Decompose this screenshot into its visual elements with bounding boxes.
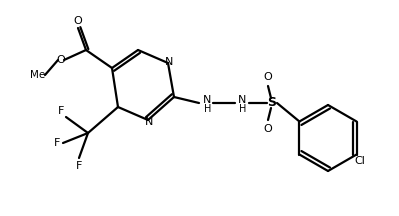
Text: S: S [267, 97, 277, 110]
Text: Me: Me [30, 70, 45, 80]
Text: N: N [145, 117, 153, 127]
Text: N: N [238, 95, 246, 105]
Text: H: H [239, 104, 247, 114]
Text: N: N [165, 57, 173, 67]
Text: F: F [54, 138, 60, 148]
Text: H: H [204, 104, 212, 114]
Text: O: O [264, 72, 273, 82]
Text: O: O [74, 16, 82, 26]
Text: O: O [57, 55, 65, 65]
Text: Cl: Cl [354, 157, 365, 167]
Text: N: N [203, 95, 211, 105]
Text: O: O [264, 124, 273, 134]
Text: F: F [76, 161, 82, 171]
Text: F: F [58, 106, 64, 116]
